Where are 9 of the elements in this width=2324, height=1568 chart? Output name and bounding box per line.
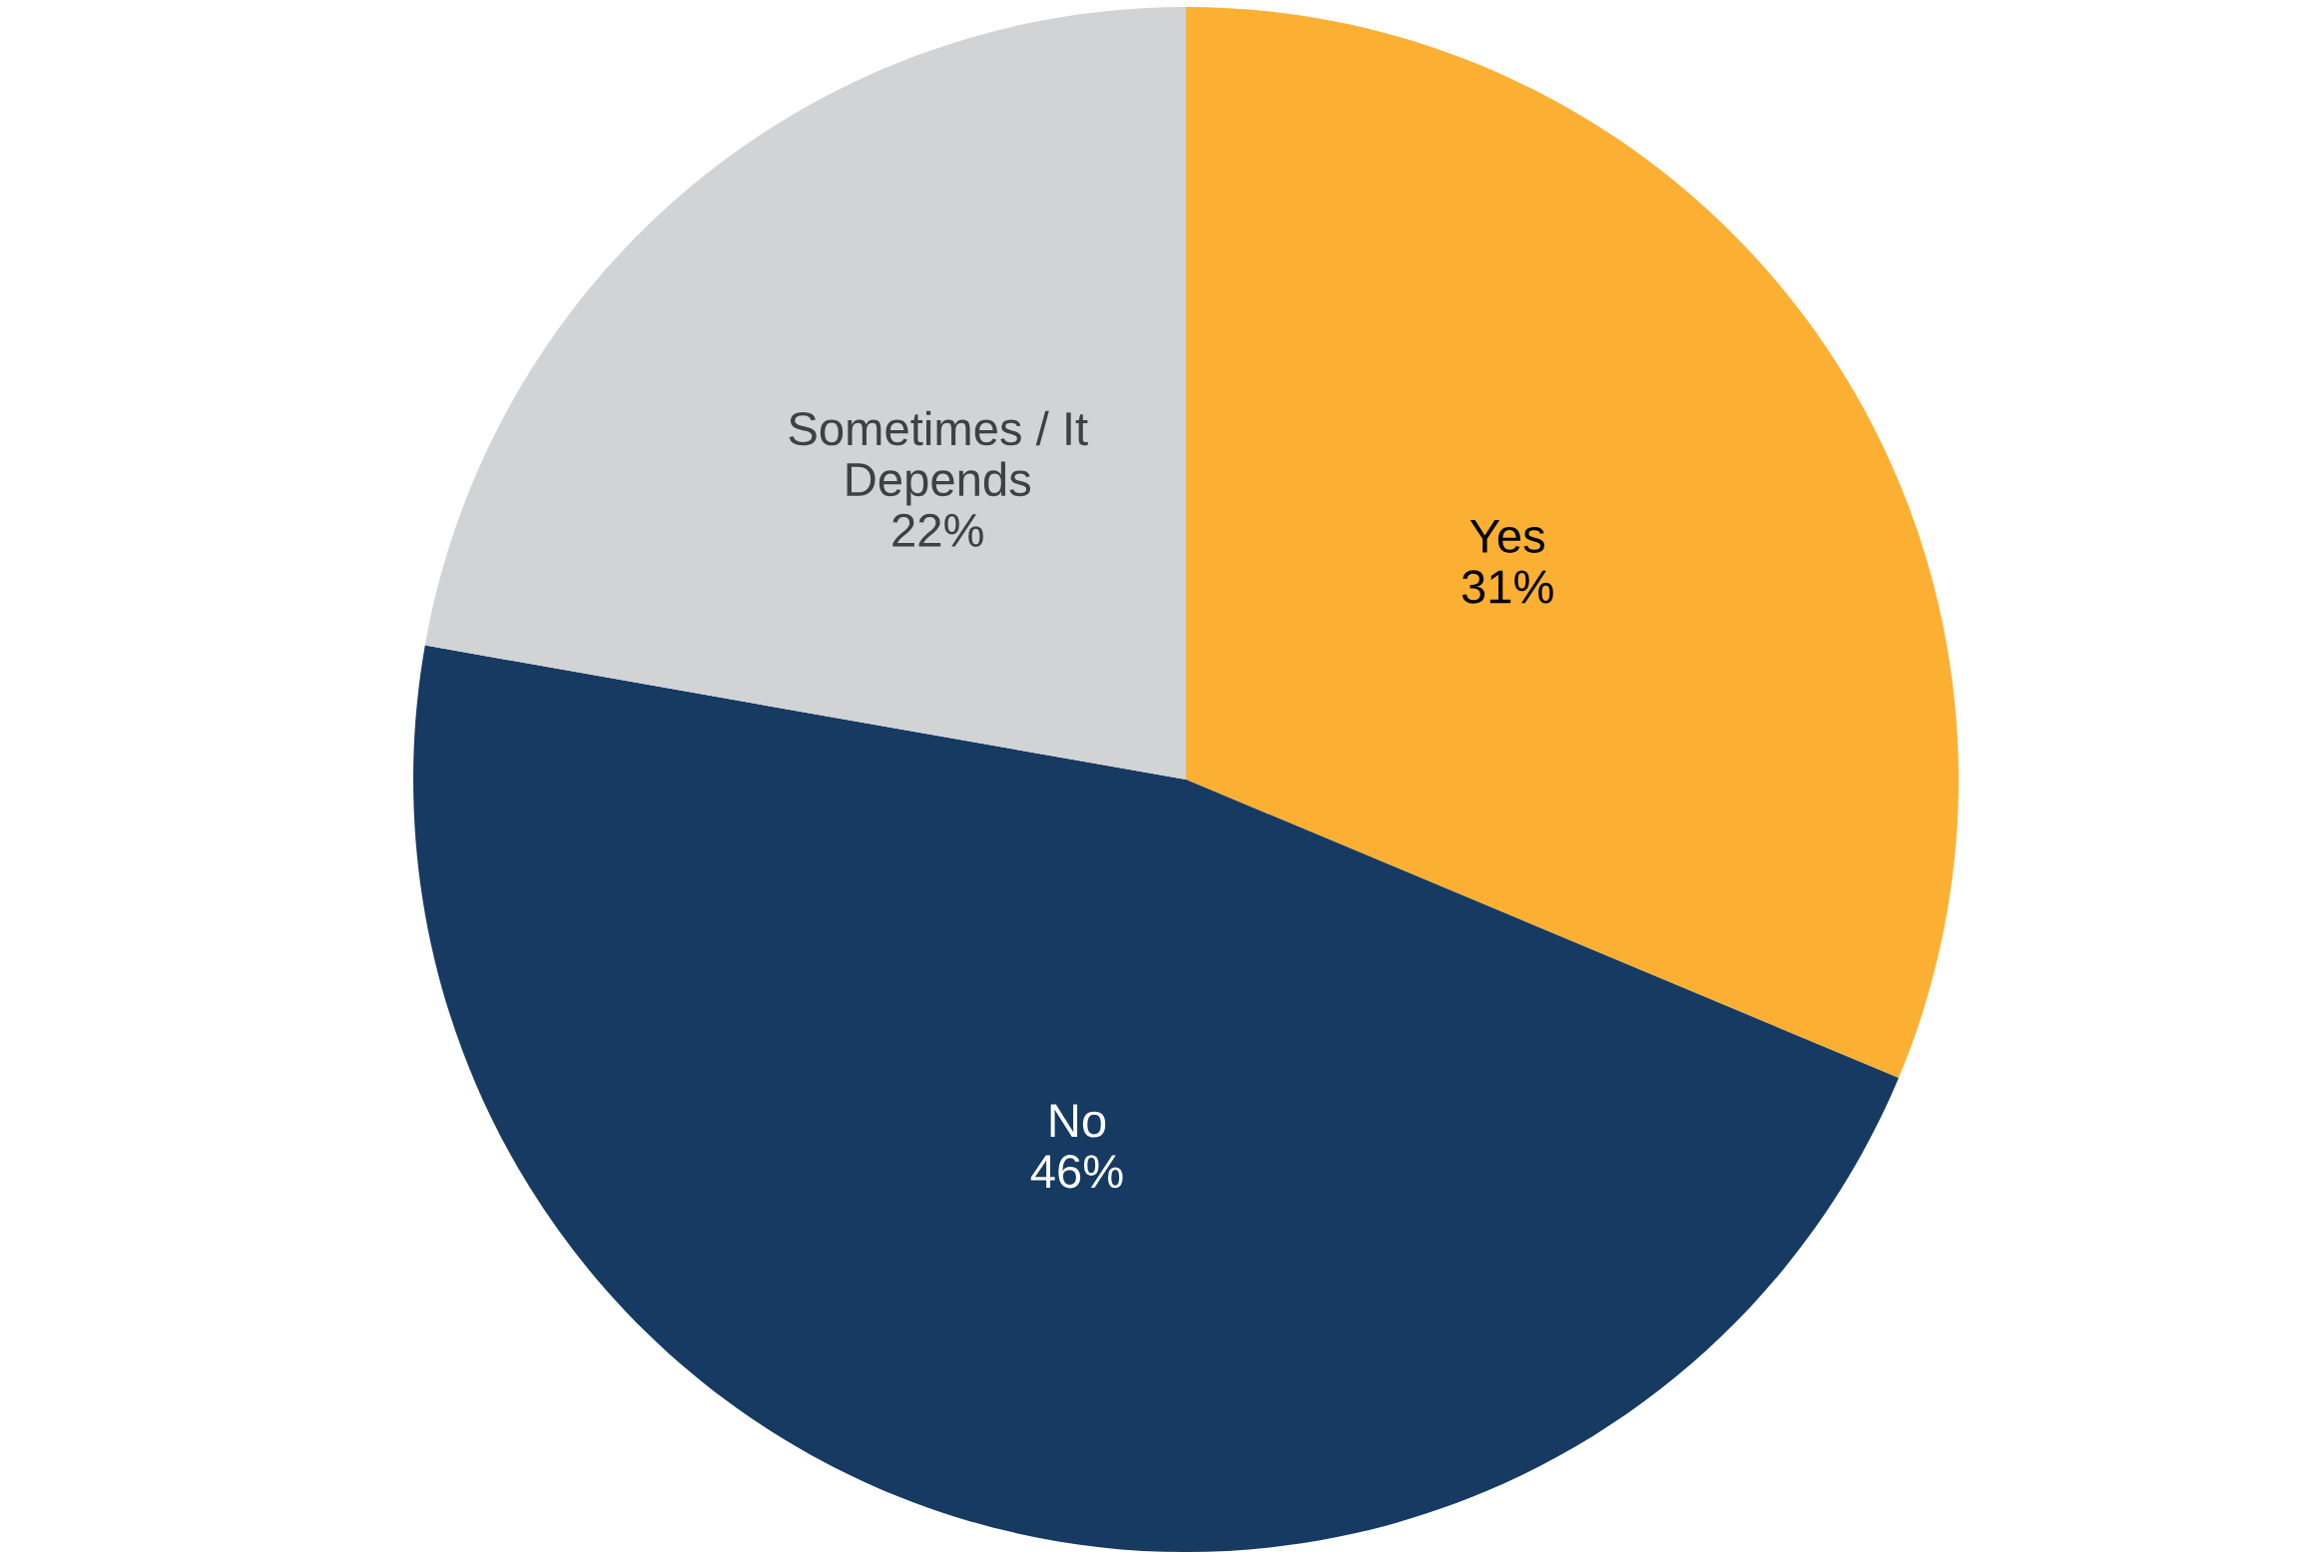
- data-label: 46%: [1030, 1154, 1123, 1189]
- pie-slice: [413, 645, 1899, 1552]
- slice-label: Sometimes / It Depends: [789, 410, 1088, 506]
- data-label: 31%: [1461, 570, 1553, 604]
- data-label: 22%: [892, 513, 983, 547]
- slice-label: Yes: [1469, 519, 1545, 553]
- pie-slice: [1186, 7, 1959, 1079]
- pie-slice: [424, 7, 1186, 780]
- slice-label: No: [1050, 1104, 1106, 1138]
